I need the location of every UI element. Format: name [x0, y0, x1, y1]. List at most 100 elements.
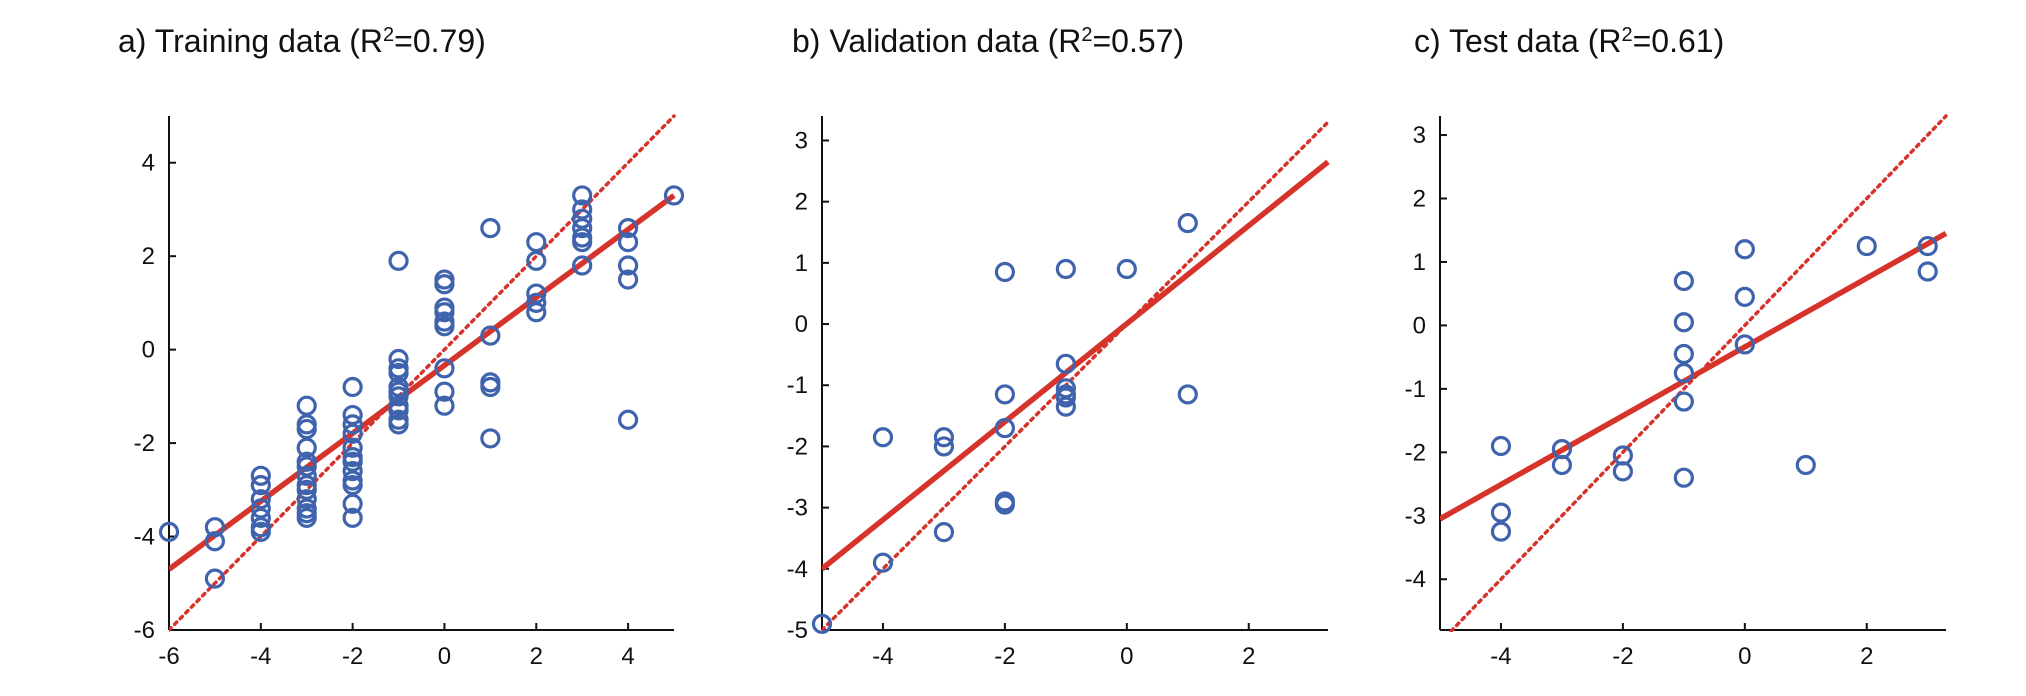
data-point: [572, 218, 593, 239]
data-point: [204, 568, 226, 589]
data-point: [204, 531, 226, 552]
data-point: [572, 232, 593, 253]
data-point: [933, 521, 955, 543]
y-tick-label: -3: [787, 495, 808, 522]
y-tick-label: 2: [1413, 185, 1426, 212]
x-tick-label: -2: [342, 643, 363, 670]
data-point: [296, 465, 317, 486]
data-point: [1177, 212, 1198, 234]
data-point: [1055, 396, 1076, 417]
data-point: [480, 325, 501, 346]
data-point: [434, 381, 455, 402]
chart-title: c) Test data (R2=0.61): [1414, 23, 1724, 59]
data-point: [1673, 312, 1694, 333]
data-point: [1673, 362, 1694, 384]
y-tick-label: -4: [1405, 566, 1426, 593]
data-point: [342, 414, 363, 435]
data-point: [1734, 286, 1755, 307]
data-point: [872, 552, 894, 573]
y-tick-label: 1: [1413, 249, 1426, 276]
chart-title-suffix: =0.57): [1092, 23, 1184, 59]
y-tick-label: -3: [1405, 503, 1426, 530]
y-tick-label: -2: [1405, 439, 1426, 466]
x-tick-label: -6: [158, 643, 179, 670]
data-point: [811, 613, 833, 634]
data-point: [1734, 334, 1755, 355]
data-point: [342, 423, 363, 444]
data-point: [1673, 343, 1694, 365]
data-point: [342, 404, 363, 426]
data-point: [1917, 235, 1938, 257]
y-tick-label: -1: [1405, 376, 1426, 403]
data-point: [250, 521, 271, 542]
x-tick-label: -4: [1490, 643, 1511, 670]
data-point: [526, 232, 547, 253]
y-tick-label: -4: [787, 556, 808, 583]
data-point: [342, 451, 363, 472]
chart-title: a) Training data (R2=0.79): [118, 23, 486, 59]
y-tick-label: -6: [134, 617, 155, 644]
data-point: [204, 517, 226, 538]
data-point: [1490, 521, 1512, 542]
data-point: [296, 456, 317, 477]
data-point: [1673, 270, 1694, 292]
chart-title-main: c) Test data (R: [1414, 23, 1621, 59]
y-tick-label: 3: [795, 127, 808, 154]
data-point: [617, 409, 639, 430]
data-point: [663, 185, 685, 206]
data-point: [526, 283, 547, 304]
data-point: [572, 185, 593, 206]
data-point: [250, 498, 271, 519]
x-tick-label: 2: [1242, 643, 1255, 670]
y-tick-label: 0: [1413, 312, 1426, 339]
x-tick-label: 0: [438, 643, 451, 670]
data-point: [994, 494, 1015, 515]
data-point: [526, 250, 547, 271]
data-point: [994, 384, 1015, 405]
data-point: [1551, 454, 1573, 476]
data-point: [1055, 258, 1076, 280]
data-point: [1490, 435, 1512, 457]
y-tick-label: -5: [787, 617, 808, 644]
data-point: [480, 428, 501, 449]
data-point: [617, 232, 639, 253]
data-point: [1673, 467, 1694, 488]
y-tick-label: -2: [787, 433, 808, 460]
chart-title-superscript: 2: [1621, 24, 1632, 46]
panel-training: a) Training data (R2=0.79)-6 -4 -2 0 2 4-6-4-…: [118, 23, 685, 670]
data-point: [1177, 384, 1198, 405]
data-point: [572, 208, 593, 229]
data-point: [1917, 261, 1938, 282]
data-point: [1612, 461, 1633, 482]
data-point: [434, 316, 455, 337]
identity-line: [1447, 114, 1948, 632]
chart-title-suffix: =0.79): [394, 23, 486, 59]
data-point: [388, 386, 409, 407]
data-point: [933, 436, 955, 457]
data-point: [342, 475, 363, 496]
data-point: [250, 507, 271, 528]
data-point: [572, 255, 593, 276]
data-point: [1055, 387, 1076, 408]
panel-validation: b) Validation data (R2=0.57)-4 -2 0 2-5-4-3…: [787, 23, 1330, 670]
data-point: [296, 437, 317, 458]
data-point: [388, 362, 409, 384]
data-point: [158, 521, 180, 542]
data-point: [250, 465, 271, 486]
data-point: [250, 475, 271, 496]
data-point: [480, 376, 501, 398]
data-point: [342, 507, 363, 528]
data-point: [526, 292, 547, 314]
x-tick-label: -2: [994, 643, 1015, 670]
chart-title: b) Validation data (R2=0.57): [792, 23, 1184, 59]
x-tick-label: -4: [872, 643, 893, 670]
data-point: [388, 414, 409, 435]
data-point: [388, 348, 409, 370]
y-tick-label: -1: [787, 372, 808, 399]
data-point: [296, 507, 317, 528]
data-point: [342, 376, 363, 398]
data-point: [1490, 502, 1512, 523]
data-point: [434, 302, 455, 323]
data-point: [994, 417, 1015, 439]
